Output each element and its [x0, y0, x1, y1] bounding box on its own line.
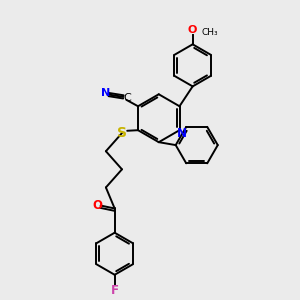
Text: C: C: [123, 93, 131, 103]
Text: O: O: [188, 25, 197, 35]
Text: N: N: [177, 127, 187, 140]
Text: CH₃: CH₃: [202, 28, 219, 37]
Text: N: N: [101, 88, 110, 98]
Text: S: S: [117, 126, 127, 140]
Text: F: F: [111, 284, 119, 296]
Text: O: O: [92, 199, 102, 212]
